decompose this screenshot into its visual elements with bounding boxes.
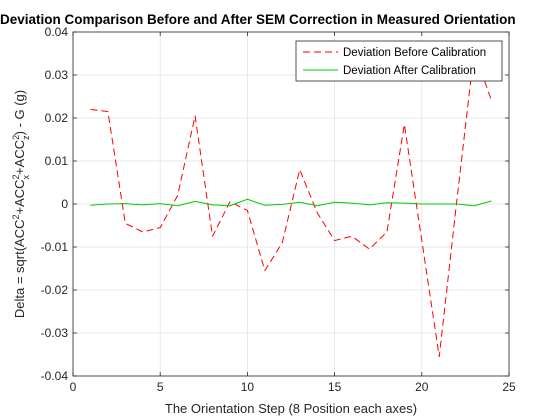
x-tick-label: 20 (415, 380, 429, 394)
x-tick-label: 15 (328, 380, 342, 394)
y-label-sq2: 2 (11, 174, 21, 179)
y-tick-label: 0.02 (45, 111, 69, 125)
y-tick-label: 0.01 (45, 154, 69, 168)
y-label-suffix: ) - G (g) (12, 90, 27, 136)
y-tick-label: 0.04 (45, 25, 69, 39)
y-label-sub2: x (21, 174, 31, 179)
y-label-mid1: +ACC (12, 179, 27, 214)
tick-marks (72, 31, 510, 377)
y-label-sq1: 2 (11, 214, 21, 219)
chart-title: Deviation Comparison Before and After SE… (0, 12, 516, 27)
series-line-after-calibration (90, 198, 492, 207)
y-tick-label: -0.02 (41, 283, 69, 297)
x-tick-label: 10 (241, 380, 255, 394)
y-tick-label: -0.01 (41, 240, 69, 254)
y-label-prefix: Delta = sqrt(ACC (12, 220, 27, 319)
series-line-before-calibration (90, 50, 493, 358)
legend-label-before: Deviation Before Calibration (343, 47, 486, 59)
legend-label-after: Deviation After Calibration (343, 65, 476, 77)
y-axis-label: Delta = sqrt(ACC2+ACC2x+ACC2z) - G (g) (11, 90, 31, 318)
x-tick-label: 25 (502, 380, 516, 394)
y-label-sq3: 2 (11, 135, 21, 140)
x-tick-label: 5 (157, 380, 164, 394)
series-layer (90, 50, 493, 358)
y-tick-label: -0.03 (41, 326, 69, 340)
y-label-mid2: +ACC (12, 140, 27, 175)
legend-box (295, 40, 503, 82)
x-tick-label: 0 (70, 380, 77, 394)
y-tick-label: 0 (61, 197, 68, 211)
legend: Deviation Before Calibration Deviation A… (295, 40, 503, 82)
x-axis-label: The Orientation Step (8 Position each ax… (165, 401, 417, 416)
tick-labels: 0 5 10 15 20 25 -0.04 -0.03 -0.02 -0.01 0 0.01 0.02 0… (41, 25, 516, 394)
y-label-sub3: z (21, 135, 31, 140)
y-tick-label: -0.04 (41, 369, 69, 383)
y-tick-label: 0.03 (45, 68, 69, 82)
